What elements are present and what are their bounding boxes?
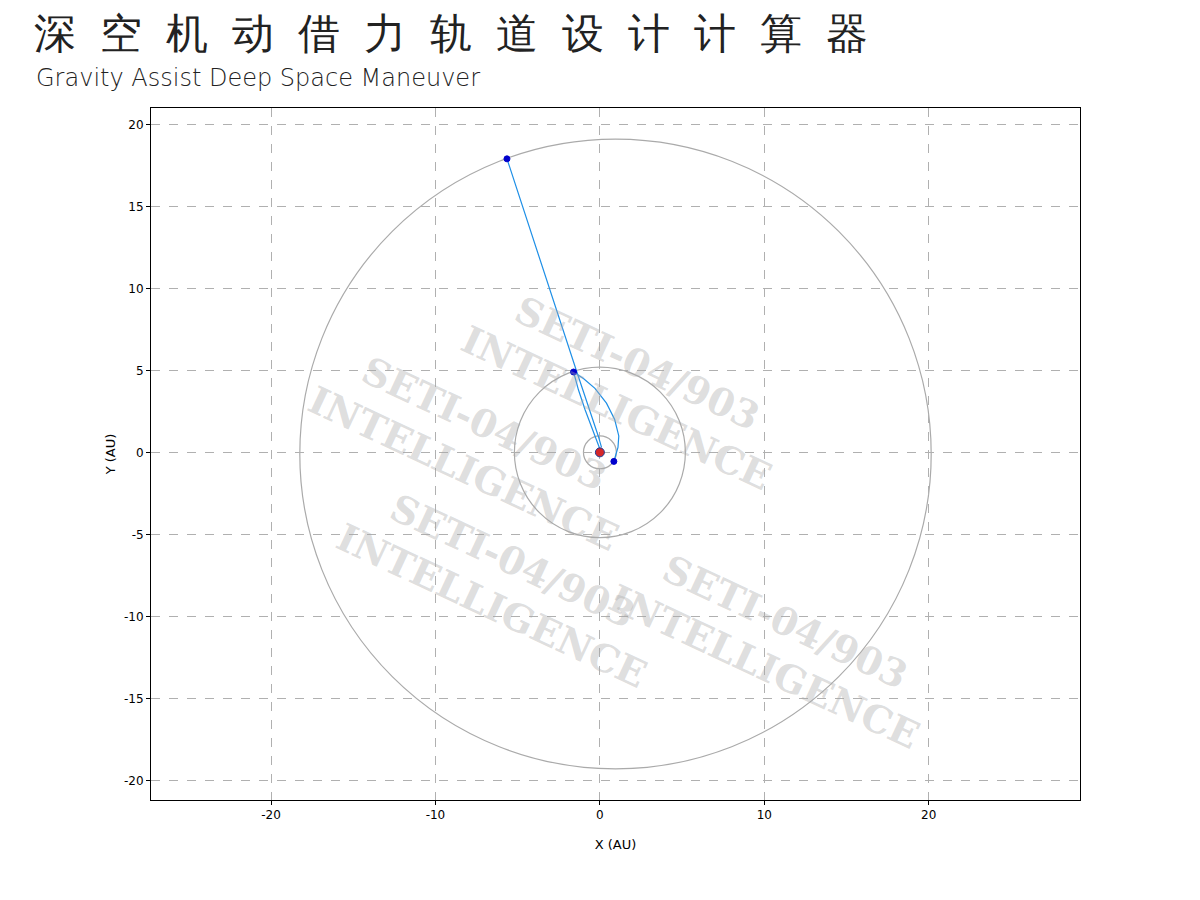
svg-text:5: 5 [136, 364, 144, 378]
svg-text:-10: -10 [124, 610, 144, 624]
svg-text:SETI-04/903INTELLIGENCE: SETI-04/903INTELLIGENCE [603, 530, 948, 758]
svg-text:10: 10 [757, 808, 772, 822]
svg-text:SETI-04/903INTELLIGENCE: SETI-04/903INTELLIGENCE [455, 272, 800, 500]
svg-text:0: 0 [596, 808, 604, 822]
svg-text:20: 20 [921, 808, 936, 822]
svg-text:20: 20 [128, 118, 143, 132]
svg-text:SETI-04/903INTELLIGENCE: SETI-04/903INTELLIGENCE [302, 332, 647, 560]
svg-text:15: 15 [128, 200, 143, 214]
svg-text:-5: -5 [132, 528, 144, 542]
svg-text:SETI-04/903INTELLIGENCE: SETI-04/903INTELLIGENCE [330, 469, 675, 697]
html-text:Gravity Assist Deep Space Mane: Gravity Assist Deep Space Maneuver [36, 64, 480, 92]
svg-text:0: 0 [136, 446, 144, 460]
svg-text:-20: -20 [124, 774, 144, 788]
svg-text:10: 10 [128, 282, 143, 296]
svg-text:-15: -15 [124, 692, 144, 706]
svg-text:Y (AU): Y (AU) [103, 434, 118, 476]
svg-text:X (AU): X (AU) [595, 837, 637, 852]
html-text:深空机动借力轨道设计计算器: 深空机动借力轨道设计计算器 [34, 9, 892, 58]
svg-text:-10: -10 [426, 808, 446, 822]
svg-text:-20: -20 [261, 808, 281, 822]
